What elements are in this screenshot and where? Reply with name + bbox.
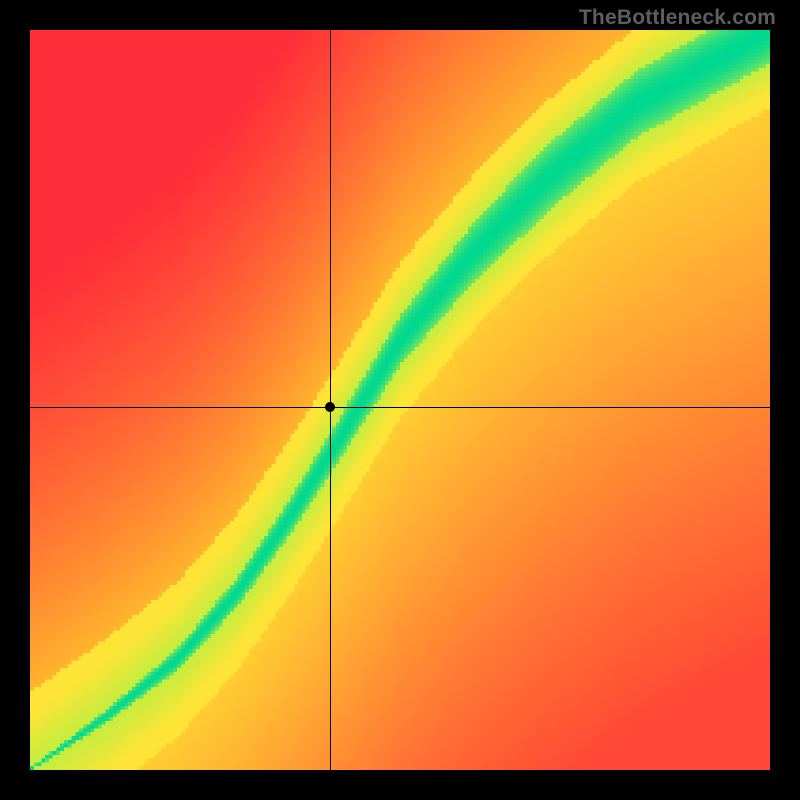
crosshair-horizontal xyxy=(30,407,770,408)
watermark-text: TheBottleneck.com xyxy=(579,6,776,30)
crosshair-vertical xyxy=(330,30,331,770)
frame: TheBottleneck.com xyxy=(0,0,800,800)
crosshair-marker xyxy=(325,402,335,412)
heatmap-canvas xyxy=(30,30,770,770)
